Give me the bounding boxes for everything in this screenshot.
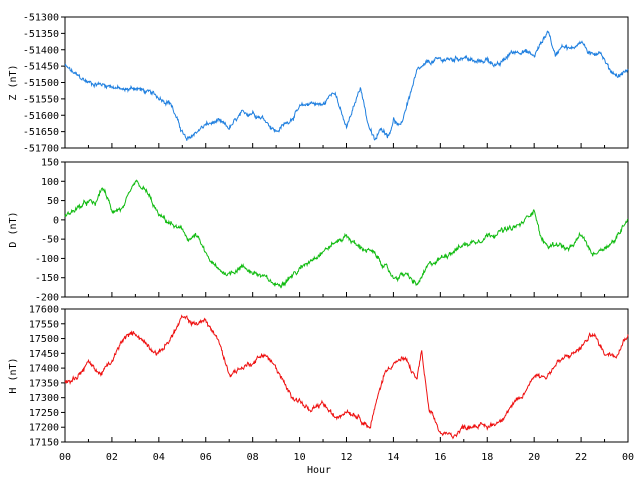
panel-d-y-tick-label: 0: [53, 215, 59, 226]
x-tick-label: 02: [106, 452, 118, 463]
x-tick-label: 20: [528, 452, 540, 463]
x-tick-label: 12: [340, 452, 352, 463]
panel-z-y-axis-label: Z (nT): [8, 64, 19, 100]
panel-z-y-tick-label: -51450: [23, 62, 59, 73]
x-tick-label: 04: [153, 452, 165, 463]
panel-h-y-tick-label: 17550: [29, 319, 59, 330]
panel-z-y-tick-label: -51700: [23, 144, 59, 155]
x-tick-label: 00: [59, 452, 71, 463]
panel-h-y-tick-label: 17600: [29, 305, 59, 316]
panel-h-y-tick-label: 17150: [29, 438, 59, 449]
panels: -51300 -51350 -51400 -51450 -51500 -51550 -516…: [8, 13, 629, 449]
x-tick-label: 18: [481, 452, 493, 463]
panel-z-y-tick-label: -51650: [23, 127, 59, 138]
panel-z-series-line: [64, 30, 629, 141]
panel-z-y-tick-label: -51550: [23, 94, 59, 105]
panel-d-y-tick-label: -100: [35, 254, 59, 265]
panel-d-y-tick-label: -150: [35, 273, 59, 284]
panel-h-y-tick-label: 17500: [29, 334, 59, 345]
panel-h-y-tick-label: 17350: [29, 378, 59, 389]
panel-d-y-tick-label: 150: [41, 158, 59, 169]
panel-h: 17600 17550 17500 17450 17400 17350 17300 17250…: [8, 305, 629, 449]
x-tick-label: 10: [294, 452, 306, 463]
panel-d-y-axis-label: D (nT): [8, 211, 19, 247]
x-tick-label: 06: [200, 452, 212, 463]
panel-d-series-line: [64, 179, 629, 289]
x-tick-label: 16: [434, 452, 446, 463]
panel-h-series-line: [64, 314, 629, 440]
panel-h-y-tick-label: 17450: [29, 349, 59, 360]
panel-d-y-tick-label: -50: [41, 235, 59, 246]
x-axis: 00 02 04 06 08 10 12 14 16 18 20 22 00: [59, 452, 634, 463]
panel-h-y-axis-label: H (nT): [8, 357, 19, 393]
x-tick-label: 22: [575, 452, 587, 463]
panel-z-y-tick-label: -51300: [23, 13, 59, 24]
panel-z-y-tick-label: -51600: [23, 111, 59, 122]
x-axis-label: Hour: [307, 465, 331, 476]
panel-z-y-tick-label: -51350: [23, 29, 59, 40]
panel-z-y-tick-label: -51400: [23, 45, 59, 56]
panel-z: -51300 -51350 -51400 -51450 -51500 -51550 -516…: [8, 13, 629, 155]
x-tick-label: 14: [387, 452, 399, 463]
panel-h-y-tick-label: 17400: [29, 364, 59, 375]
panel-d-y-tick-label: 100: [41, 177, 59, 188]
panel-d-y-tick-label: -200: [35, 293, 59, 304]
panel-h-y-tick-label: 17250: [29, 408, 59, 419]
panel-d: 150 100 50 0 -50 -100 -150 -200 D (nT): [8, 158, 629, 304]
x-tick-label: 00: [622, 452, 634, 463]
x-tick-label: 08: [247, 452, 259, 463]
panel-z-y-tick-label: -51500: [23, 78, 59, 89]
panel-h-y-tick-label: 17300: [29, 393, 59, 404]
panel-h-y-tick-label: 17200: [29, 423, 59, 434]
panel-d-y-tick-label: 50: [47, 196, 59, 207]
